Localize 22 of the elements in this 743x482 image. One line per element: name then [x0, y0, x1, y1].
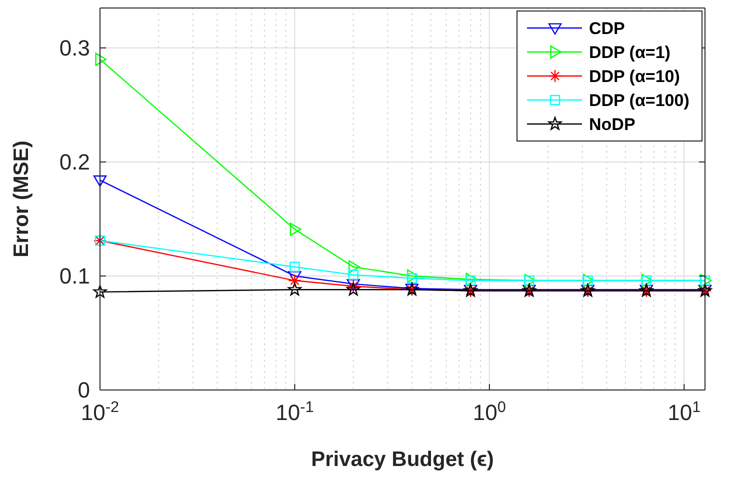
legend-label: DDP (α=10)	[589, 66, 680, 86]
point	[346, 282, 360, 296]
point	[348, 270, 358, 280]
point	[406, 273, 418, 284]
point	[288, 274, 302, 288]
point	[348, 260, 360, 274]
y-tick-label: 0.3	[59, 36, 90, 61]
legend-label: DDP (α=100)	[589, 90, 690, 110]
y-tick-label: 0.1	[59, 264, 90, 289]
point	[288, 282, 302, 296]
legend-label: CDP	[589, 18, 625, 38]
x-tick-label: 10$^{-1}$	[276, 398, 314, 425]
legend-label: DDP (α=1)	[589, 42, 670, 62]
point	[290, 262, 300, 272]
y-axis-title: Error (MSE)	[10, 140, 33, 258]
x-axis-title: Privacy Budget (ϵ)	[311, 448, 494, 471]
point	[407, 269, 419, 283]
legend-label: NoDP	[589, 114, 636, 134]
x-tick-label: 10$^{0}$	[472, 398, 506, 425]
x-tick-label: 10$^{1}$	[668, 398, 701, 425]
point	[290, 222, 302, 236]
y-tick-label: 0.2	[59, 150, 90, 175]
